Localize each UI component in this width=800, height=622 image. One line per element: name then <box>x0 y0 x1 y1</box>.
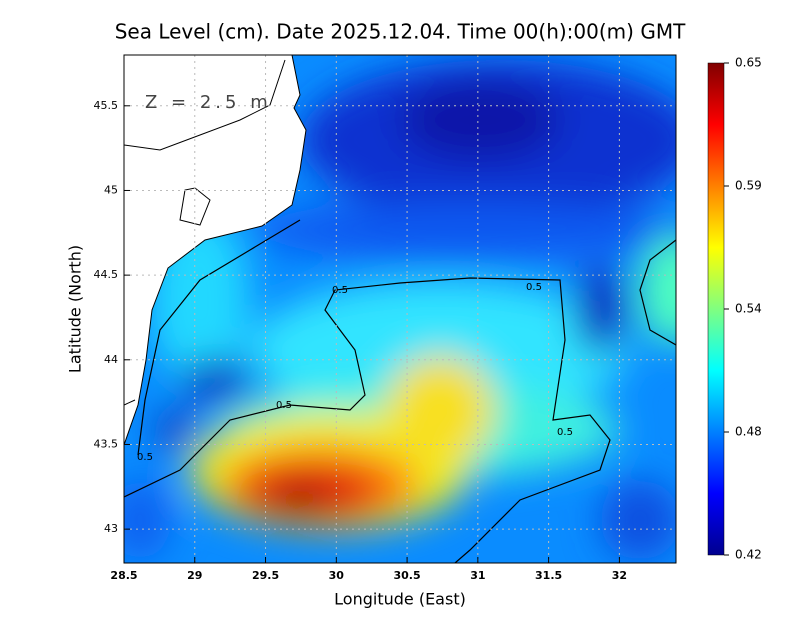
x-axis-label: Longitude (East) <box>334 590 466 609</box>
plot-frame <box>123 54 677 564</box>
contour-label: 0.5 <box>276 400 292 411</box>
y-tick-label: 43.5 <box>94 437 119 450</box>
colorbar <box>707 62 725 556</box>
colorbar-tick-label: 0.65 <box>735 56 762 70</box>
colorbar-tick-label: 0.54 <box>735 302 762 316</box>
x-tick-label: 32 <box>612 569 627 582</box>
y-tick-label: 45 <box>104 183 118 196</box>
x-tick-label: 31 <box>470 569 485 582</box>
depth-annotation: Z = 2.5 m <box>145 92 272 113</box>
y-axis-label: Latitude (North) <box>66 245 85 373</box>
y-tick-label: 44.5 <box>94 268 119 281</box>
sea-level-field <box>124 55 676 563</box>
colorbar-tick-label: 0.48 <box>735 425 762 439</box>
contour-label: 0.5 <box>557 427 573 438</box>
contour-label: 0.5 <box>332 285 348 296</box>
title: Sea Level (cm). Date 2025.12.04. Time 00… <box>115 20 686 44</box>
x-tick-label: 31.5 <box>535 569 562 582</box>
x-tick-label: 29.5 <box>252 569 279 582</box>
x-tick-label: 30 <box>329 569 345 582</box>
y-tick-label: 45.5 <box>94 99 119 112</box>
x-tick-label: 30.5 <box>394 569 421 582</box>
contour-label: 0.5 <box>137 452 153 463</box>
x-tick-label: 28.5 <box>110 569 137 582</box>
x-tick-label: 29 <box>187 569 202 582</box>
contour-label: 0.5 <box>526 282 542 293</box>
colorbar-tick-label: 0.42 <box>735 548 762 562</box>
y-tick-label: 44 <box>104 353 118 366</box>
colorbar-tick-label: 0.59 <box>735 179 762 193</box>
y-tick-label: 43 <box>104 522 118 535</box>
